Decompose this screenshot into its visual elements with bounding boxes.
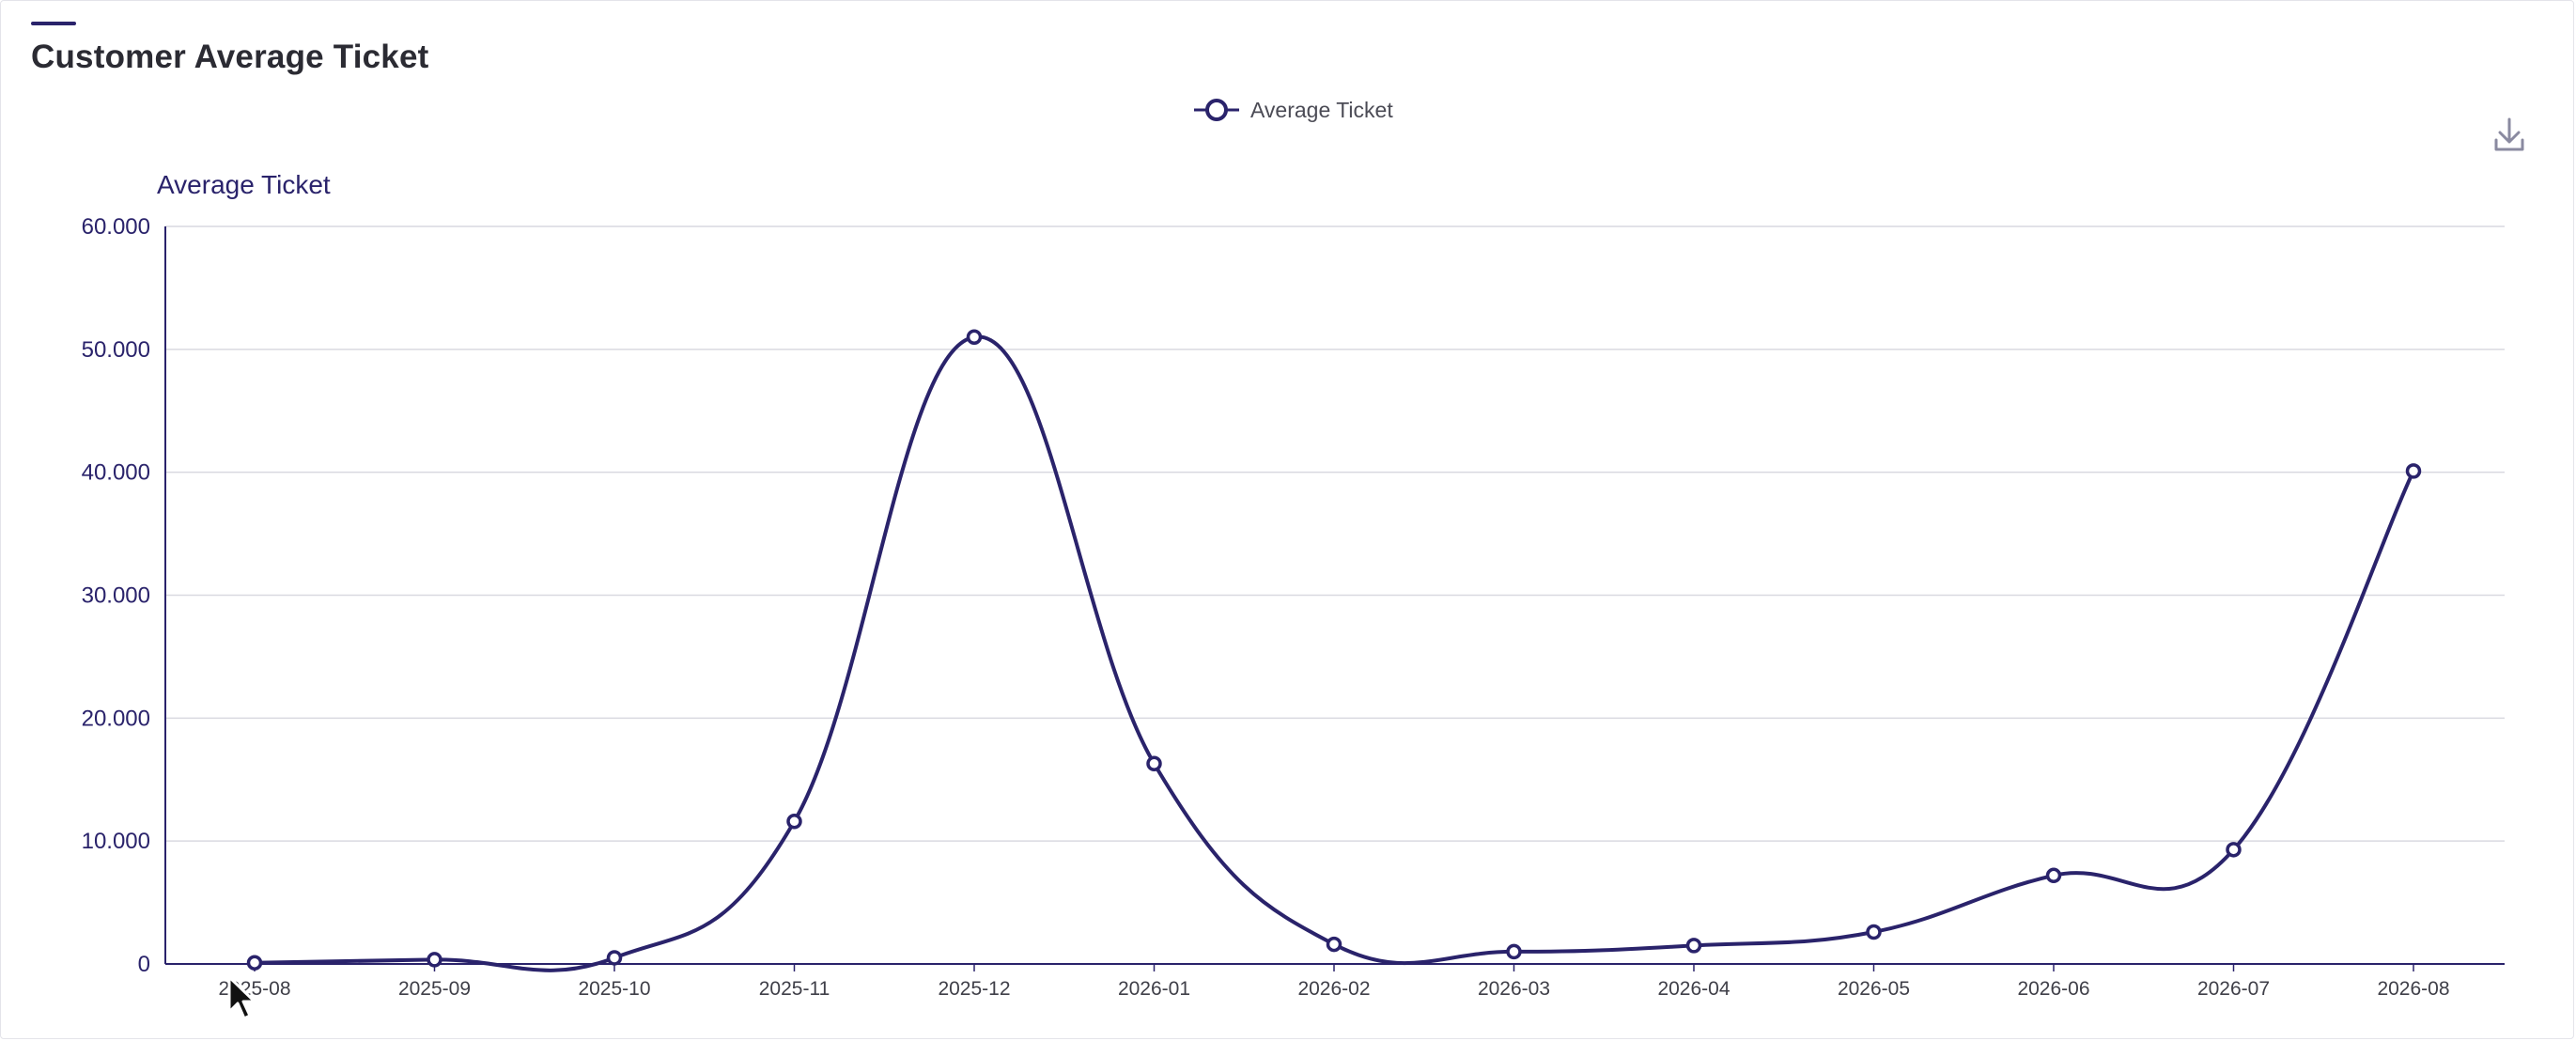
legend-label: Average Ticket [1250, 97, 1393, 122]
download-icon [2494, 117, 2524, 151]
data-point[interactable] [2405, 463, 2422, 479]
y-tick-label: 50.000 [82, 337, 150, 363]
download-button[interactable] [2491, 114, 2528, 155]
x-tick-label: 2026-03 [1478, 978, 1550, 1000]
y-tick-label: 20.000 [82, 706, 150, 731]
x-tick-label: 2026-08 [2377, 978, 2449, 1000]
data-point[interactable] [606, 950, 623, 966]
y-tick-label: 0 [138, 952, 150, 977]
data-point[interactable] [2226, 842, 2242, 858]
series-average-ticket [254, 334, 2415, 972]
data-point[interactable] [1506, 943, 1522, 960]
data-point[interactable] [786, 813, 802, 830]
axes [164, 226, 2505, 965]
data-point[interactable] [427, 952, 442, 968]
x-tick-label: 2026-01 [1118, 978, 1190, 1000]
y-tick-label: 60.000 [82, 214, 150, 240]
y-axis-ticks: 0 10.000 20.000 30.000 40.000 50.000 60.000 [82, 214, 150, 977]
data-point[interactable] [1685, 938, 1702, 954]
x-tick-label: 2025-11 [759, 978, 830, 1000]
data-point[interactable] [2045, 867, 2062, 884]
title-accent-bar [31, 22, 76, 25]
x-tick-label: 2025-09 [398, 978, 471, 1000]
grid-lines [165, 225, 2505, 842]
data-point[interactable] [246, 955, 263, 971]
y-tick-label: 30.000 [82, 583, 150, 609]
data-point[interactable] [966, 329, 983, 345]
x-tick-label: 2026-07 [2197, 978, 2270, 1000]
x-tick-label: 2026-06 [2017, 978, 2089, 1000]
data-point[interactable] [1326, 936, 1342, 953]
x-tick-label: 2025-12 [938, 978, 1010, 1000]
series-line [254, 334, 2415, 972]
mouse-cursor-icon [227, 975, 256, 1020]
data-points [246, 329, 2422, 971]
legend-marker [1194, 99, 1239, 121]
y-axis-title: Average Ticket [157, 170, 331, 199]
card-title: Customer Average Ticket [31, 39, 429, 75]
x-tick-label: 2026-02 [1297, 978, 1370, 1000]
x-tick-label: 2026-04 [1657, 978, 1730, 1000]
data-point[interactable] [1146, 755, 1162, 771]
y-tick-label: 40.000 [82, 460, 150, 486]
y-tick-label: 10.000 [82, 829, 150, 854]
legend[interactable]: Average Ticket [1192, 91, 1393, 129]
x-tick-label: 2025-10 [578, 978, 650, 1000]
x-tick-label: 2026-05 [1838, 978, 1910, 1000]
data-point[interactable] [1866, 924, 1882, 940]
